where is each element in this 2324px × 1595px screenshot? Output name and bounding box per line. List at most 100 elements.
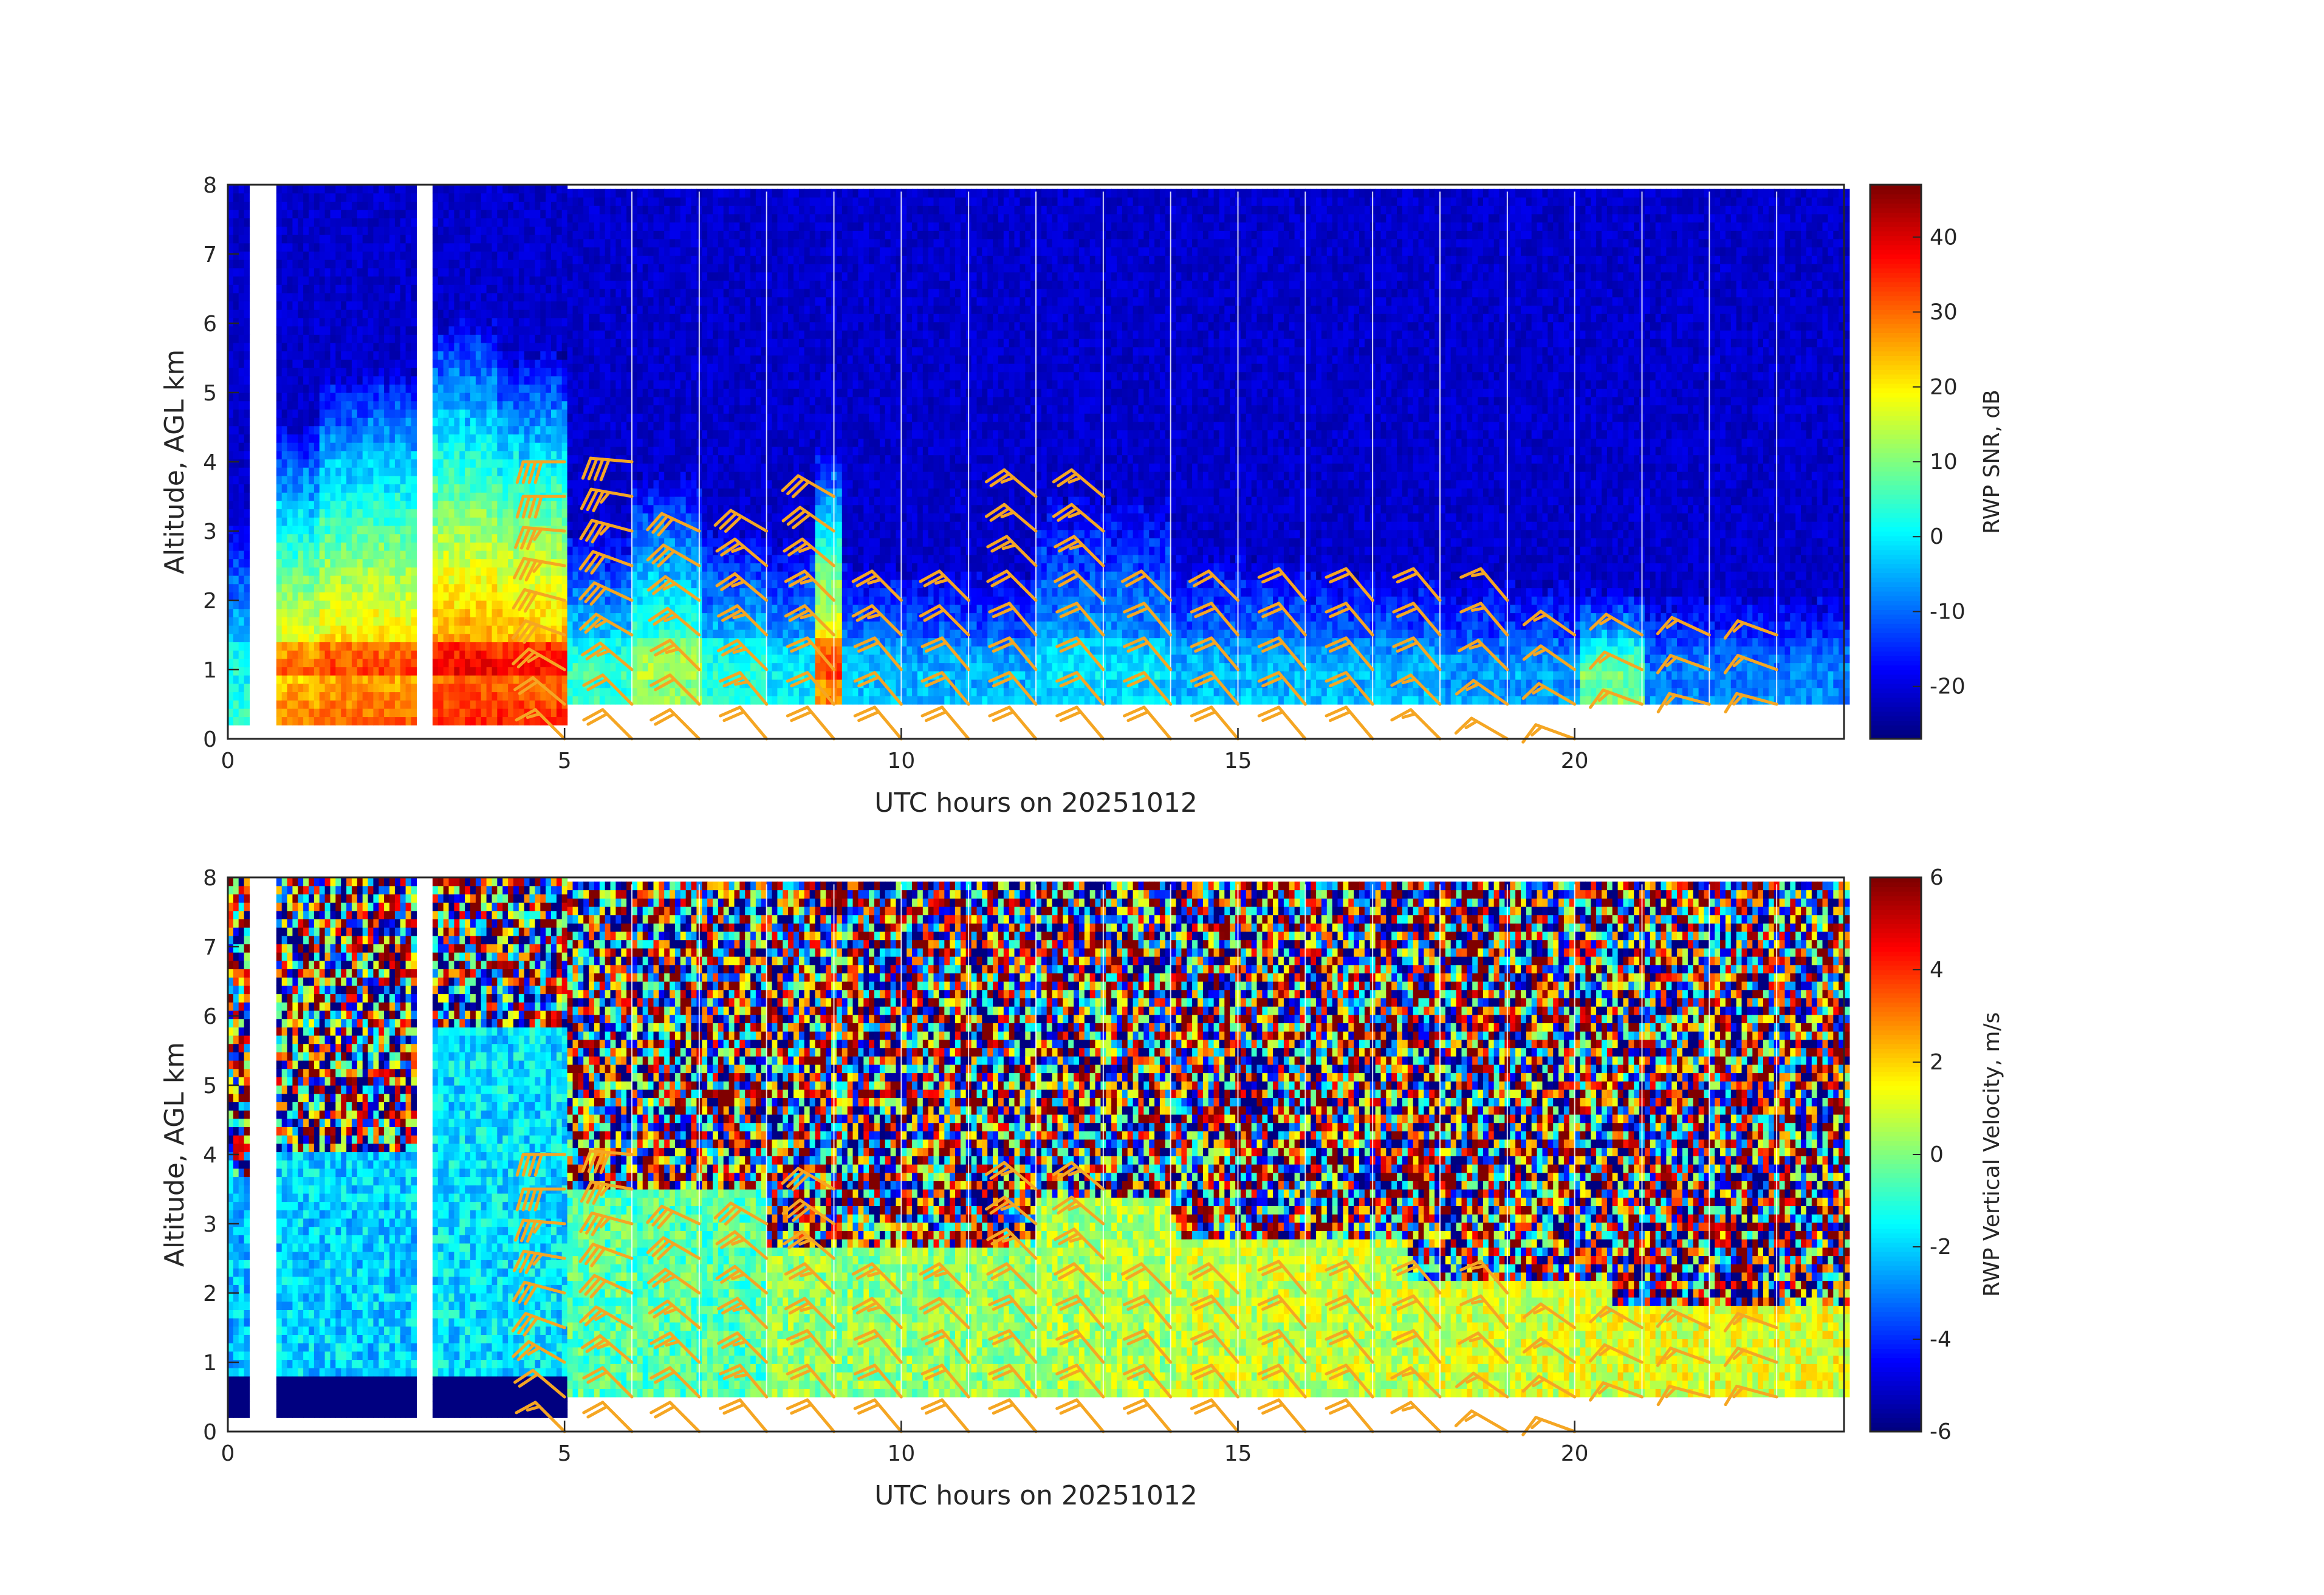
- velocity-y-tick-label: 2: [203, 1281, 217, 1306]
- wind-barb: [578, 581, 634, 606]
- wind-barb: [786, 705, 835, 741]
- wind-barb: [1190, 671, 1239, 706]
- wind-barb: [986, 1262, 1038, 1295]
- wind-barb: [578, 612, 634, 637]
- wind-barb: [1522, 1302, 1577, 1329]
- wind-barb: [1190, 1398, 1239, 1433]
- wind-barb: [582, 1366, 634, 1399]
- wind-barb: [580, 641, 634, 671]
- wind-barb: [1257, 1363, 1307, 1399]
- wind-barb: [1325, 1398, 1374, 1433]
- wind-barb: [713, 1201, 769, 1226]
- velocity-colorbar-tick-label: -2: [1930, 1235, 1952, 1260]
- wind-barb: [648, 606, 701, 637]
- wind-barb: [648, 1299, 701, 1329]
- wind-barb: [853, 705, 903, 741]
- wind-barb: [1588, 650, 1644, 671]
- wind-barb: [851, 1262, 903, 1295]
- snr-colorbar-tick-label: 10: [1930, 450, 1958, 475]
- velocity-x-tick-label: 0: [221, 1441, 235, 1466]
- wind-barb: [1390, 1401, 1442, 1433]
- wind-barb: [1054, 1262, 1105, 1295]
- wind-barb: [1325, 602, 1374, 637]
- wind-barb: [1188, 569, 1239, 602]
- wind-barb: [1724, 1384, 1778, 1407]
- wind-barb: [1521, 1374, 1577, 1399]
- wind-barb: [1054, 1227, 1105, 1260]
- snr-colorbar-tick-label: 0: [1930, 524, 1944, 549]
- snr-y-tick-label: 5: [203, 381, 217, 406]
- wind-barb: [580, 487, 634, 512]
- wind-barb: [984, 468, 1038, 498]
- velocity-axis-ticks: 0 5 10 15 20 0 1 2 3 4 5 6 7 8: [203, 866, 1588, 1466]
- wind-barb: [853, 1398, 903, 1433]
- wind-barb: [650, 1401, 701, 1433]
- velocity-colorbar-box: [1869, 876, 1922, 1433]
- wind-barb: [578, 1305, 634, 1329]
- velocity-x-tick-label: 10: [887, 1441, 915, 1466]
- velocity-y-tick-label: 0: [203, 1420, 217, 1445]
- wind-barb: [1055, 1363, 1105, 1399]
- wind-barb: [1122, 1329, 1173, 1364]
- wind-barb: [650, 1366, 701, 1399]
- wind-barb: [646, 1236, 701, 1260]
- wind-barb: [650, 1331, 701, 1364]
- velocity-y-axis-label: Altitude, AGL km: [159, 1042, 190, 1267]
- wind-barb: [515, 1187, 566, 1212]
- wind-barb: [1325, 671, 1374, 706]
- wind-barb: [1122, 1294, 1173, 1329]
- wind-barb: [984, 503, 1038, 533]
- wind-barb: [578, 1274, 634, 1298]
- wind-barb: [986, 535, 1038, 568]
- wind-barb: [1190, 1329, 1239, 1364]
- wind-barb: [1723, 619, 1778, 640]
- wind-barb: [984, 1195, 1038, 1226]
- velocity-heatmap: [228, 877, 1850, 1418]
- velocity-y-tick-label: 7: [203, 935, 217, 960]
- wind-barb: [1390, 708, 1442, 741]
- wind-barb: [1257, 636, 1307, 671]
- wind-barb: [515, 460, 566, 484]
- wind-barb: [1656, 654, 1711, 674]
- wind-barb: [783, 537, 835, 568]
- velocity-x-tick-label: 15: [1224, 1441, 1252, 1466]
- wind-barb: [716, 604, 769, 637]
- wind-barb: [1325, 1294, 1374, 1329]
- wind-barb: [1392, 636, 1442, 671]
- wind-barb: [1454, 1409, 1509, 1433]
- wind-barb: [1055, 1398, 1105, 1433]
- wind-barb: [1459, 1260, 1509, 1295]
- wind-barb: [715, 537, 769, 568]
- wind-barb: [646, 1267, 701, 1295]
- wind-barb: [783, 1230, 835, 1260]
- velocity-wind-barbs: [511, 1149, 1778, 1436]
- wind-barb: [1055, 671, 1105, 706]
- wind-barb: [920, 1398, 970, 1433]
- wind-barb: [786, 1363, 835, 1399]
- wind-barb: [1055, 705, 1105, 741]
- velocity-x-tick-label: 20: [1561, 1441, 1589, 1466]
- snr-x-tick-label: 15: [1224, 749, 1252, 773]
- wind-barb: [1521, 682, 1577, 706]
- wind-barb: [1589, 612, 1644, 637]
- wind-barb: [1122, 636, 1173, 671]
- velocity-y-tick-label: 4: [203, 1143, 217, 1168]
- wind-barb: [1724, 691, 1778, 714]
- wind-barb: [1390, 1366, 1442, 1399]
- snr-colorbar-tick-label: 40: [1930, 225, 1958, 250]
- velocity-colorbar-tick-label: -6: [1930, 1419, 1952, 1444]
- wind-barb: [1325, 567, 1374, 602]
- wind-barb: [1052, 468, 1105, 498]
- wind-barb: [784, 1297, 835, 1329]
- wind-barb: [1656, 1346, 1711, 1367]
- wind-barb: [1257, 567, 1307, 602]
- wind-barb: [1458, 639, 1509, 671]
- velocity-y-tick-label: 6: [203, 1004, 217, 1029]
- wind-barb: [1589, 688, 1644, 709]
- wind-barb: [1055, 1329, 1105, 1364]
- wind-barb: [1325, 1329, 1374, 1364]
- wind-barb: [1190, 1363, 1239, 1399]
- snr-wind-barbs: [511, 456, 1778, 744]
- wind-barb: [988, 1294, 1038, 1329]
- wind-barb: [646, 575, 701, 602]
